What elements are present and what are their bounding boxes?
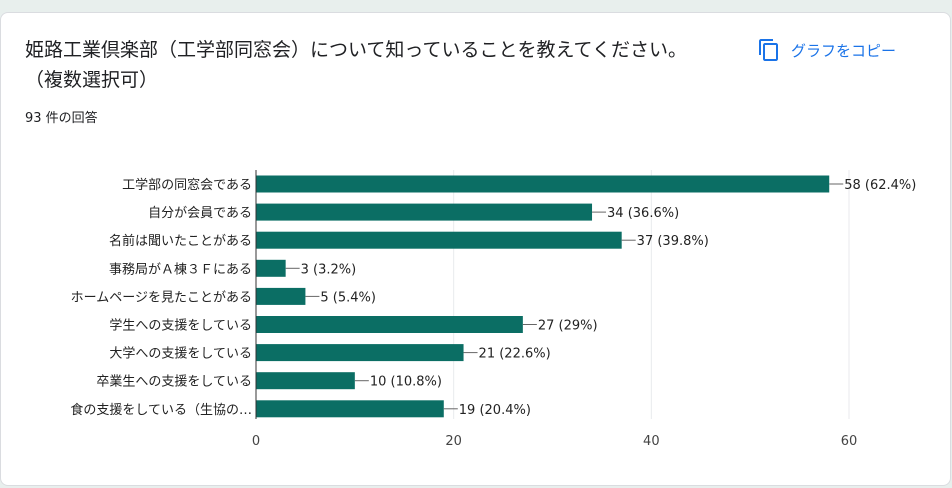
category-label: 事務局がＡ棟３Ｆにある xyxy=(109,262,252,277)
category-label: 学生への支援をしている xyxy=(109,318,252,334)
bar xyxy=(256,372,355,390)
x-tick-label: 40 xyxy=(643,434,660,449)
bar xyxy=(256,175,830,193)
bar xyxy=(256,316,523,333)
copy-icon xyxy=(757,38,781,62)
bar xyxy=(256,203,593,221)
bar xyxy=(256,400,444,418)
category-label: 名前は聞いたことがある xyxy=(109,233,252,249)
data-label: 58 (62.4%) xyxy=(844,178,916,193)
copy-chart-label: グラフをコピー xyxy=(791,41,897,60)
data-label: 21 (22.6%) xyxy=(479,347,551,362)
data-label: 34 (36.6%) xyxy=(607,206,679,221)
response-count: 93 件の回答 xyxy=(25,111,98,126)
category-label: 工学部の同窓会である xyxy=(122,177,252,193)
category-label: 卒業生への支援をしている xyxy=(96,374,252,390)
data-label: 10 (10.8%) xyxy=(370,375,442,390)
category-label: 大学への支援をしている xyxy=(109,346,252,362)
bar xyxy=(256,231,622,249)
data-label: 5 (5.4%) xyxy=(320,290,376,305)
category-label: ホームページを見たことがある xyxy=(71,290,252,305)
bar xyxy=(256,287,306,305)
category-label: 自分が会員である xyxy=(148,206,252,221)
question-card: 姫路工業倶楽部（工学部同窓会）について知っていることを教えてください。（複数選択… xyxy=(0,12,951,486)
bar-chart: 0 20 40 60 工学部の同窓会である 58 (62.4%) 自分が会員である 34 (3… xyxy=(70,170,916,449)
data-label: 19 (20.4%) xyxy=(459,403,531,418)
bar xyxy=(256,259,286,277)
x-tick-label: 0 xyxy=(252,434,260,449)
x-tick-label: 20 xyxy=(445,434,462,449)
data-label: 3 (3.2%) xyxy=(301,262,357,277)
question-title: 姫路工業倶楽部（工学部同窓会）について知っていることを教えてください。（複数選択… xyxy=(25,39,687,91)
x-tick-label: 60 xyxy=(841,434,858,449)
data-label: 37 (39.8%) xyxy=(637,234,709,249)
category-label: 食の支援をしている（生協の… xyxy=(70,402,252,418)
data-label: 27 (29%) xyxy=(538,319,598,334)
copy-chart-button[interactable]: グラフをコピー xyxy=(757,35,896,65)
bar xyxy=(256,344,464,362)
